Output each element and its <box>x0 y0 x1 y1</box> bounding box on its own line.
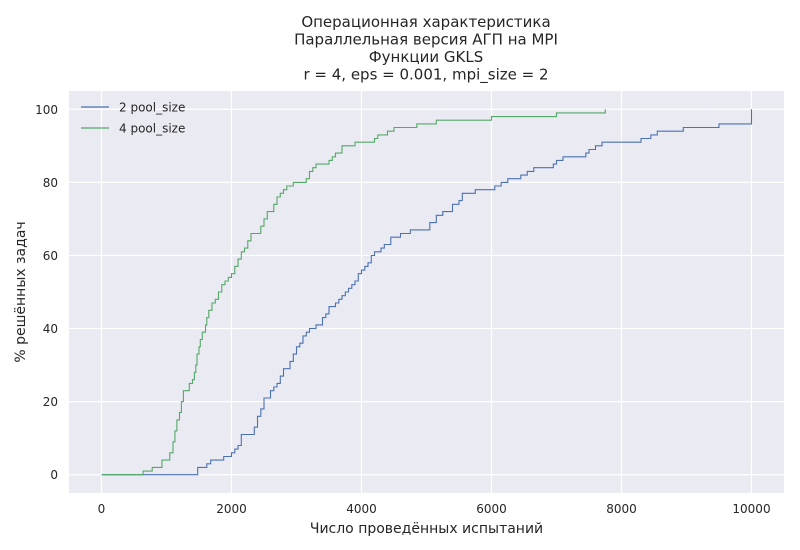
series-group <box>101 109 753 476</box>
series-line-2 <box>101 109 606 476</box>
title-line: Параллельная версия АГП на MPI <box>294 31 558 49</box>
x-axis-label: Число проведённых испытаний <box>310 521 543 537</box>
plot-area <box>69 91 784 493</box>
title-line: Функции GKLS <box>369 48 483 66</box>
y-tick-label: 60 <box>43 249 58 263</box>
title-line: r = 4, eps = 0.001, mpi_size = 2 <box>303 66 548 85</box>
y-tick-label: 0 <box>50 468 58 482</box>
series-line-1 <box>101 109 753 476</box>
y-tick-label: 20 <box>43 395 58 409</box>
x-tick-label: 10000 <box>732 502 770 516</box>
legend-label-1: 2 pool_size <box>119 101 185 115</box>
x-tick-label: 2000 <box>216 502 247 516</box>
y-tick-label: 80 <box>43 176 58 190</box>
x-tick-label: 6000 <box>476 502 507 516</box>
y-axis-label: % решённых задач <box>13 221 29 362</box>
legend-label-2: 4 pool_size <box>119 122 185 136</box>
y-tick-label: 40 <box>43 322 58 336</box>
chart-title: Операционная характеристикаПараллельная … <box>294 13 558 85</box>
x-axis-ticks: 0 2000 4000 6000 8000 10000 <box>98 502 771 516</box>
title-line: Операционная характеристика <box>301 13 550 31</box>
y-axis-ticks: 0 20 40 60 80 100 <box>35 103 58 482</box>
x-tick-label: 4000 <box>346 502 377 516</box>
legend: 2 pool_size 4 pool_size <box>81 101 185 136</box>
x-tick-label: 8000 <box>606 502 637 516</box>
y-tick-label: 100 <box>35 103 58 117</box>
x-tick-label: 0 <box>98 502 106 516</box>
